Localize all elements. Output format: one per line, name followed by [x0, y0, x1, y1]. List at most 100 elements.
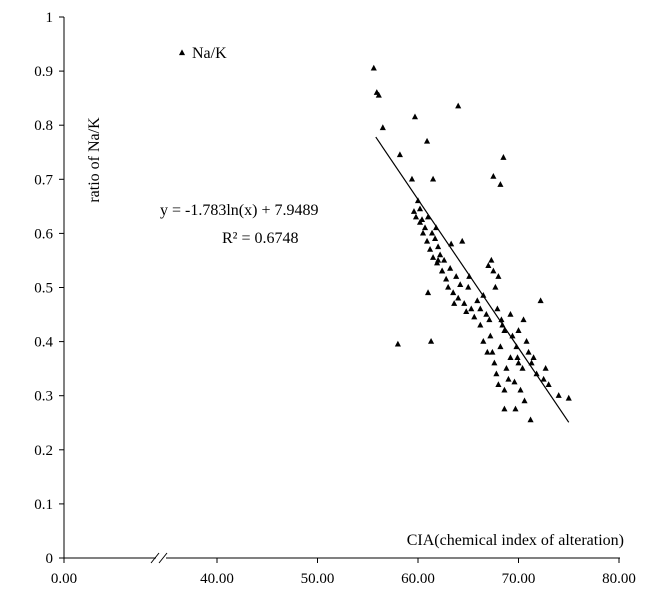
- data-point: [515, 327, 522, 333]
- data-point: [491, 359, 498, 366]
- data-point: [424, 213, 432, 220]
- data-point: [463, 308, 470, 315]
- data-point: [500, 154, 507, 160]
- data-point: [514, 354, 521, 360]
- data-point: [412, 213, 420, 220]
- data-point: [427, 246, 434, 252]
- y-tick-label: 0.6: [34, 226, 53, 242]
- data-point: [501, 327, 508, 333]
- data-point: [419, 229, 427, 236]
- y-tick-label: 1: [46, 10, 54, 26]
- x-tick-label: 50.00: [301, 571, 335, 587]
- data-point: [487, 332, 494, 339]
- y-tick-label: 0.8: [34, 118, 53, 134]
- x-tick-label: 60.00: [401, 571, 435, 587]
- data-point: [421, 224, 429, 231]
- data-point: [439, 267, 446, 274]
- data-point: [455, 294, 462, 301]
- data-point: [486, 316, 493, 323]
- data-point: [375, 91, 382, 98]
- data-point: [474, 297, 481, 304]
- data-point: [505, 375, 512, 382]
- data-point: [515, 359, 522, 366]
- data-point: [511, 378, 518, 385]
- data-point: [565, 394, 572, 401]
- data-point: [542, 365, 549, 371]
- data-point: [370, 64, 377, 71]
- y-tick-label: 0.3: [34, 389, 53, 405]
- x-tick-label: 40.00: [200, 571, 234, 587]
- data-point: [443, 275, 450, 282]
- data-point: [430, 175, 437, 182]
- data-point: [453, 273, 460, 279]
- data-point: [497, 343, 504, 350]
- data-point: [447, 264, 454, 271]
- data-point: [493, 370, 500, 377]
- data-point: [512, 405, 519, 412]
- data-point: [429, 229, 436, 236]
- data-points: [370, 64, 572, 423]
- data-point: [497, 181, 504, 187]
- data-point: [519, 365, 526, 371]
- data-point: [423, 137, 431, 144]
- data-point: [480, 338, 487, 344]
- x-ticks: 0.00 40.00 50.00 60.00 70.00 80.00: [51, 558, 636, 587]
- x-tick-label: 70.00: [502, 571, 536, 587]
- data-point: [459, 237, 466, 244]
- data-point: [517, 386, 524, 393]
- data-point: [477, 321, 484, 328]
- data-point: [471, 313, 478, 320]
- y-tick-label: 0: [46, 551, 54, 567]
- data-point: [495, 381, 502, 388]
- axis-break-marker: [150, 552, 168, 564]
- y-tick-label: 0.4: [34, 335, 53, 351]
- data-point: [423, 237, 431, 244]
- data-point: [528, 359, 535, 366]
- data-point: [416, 205, 424, 212]
- data-point: [545, 381, 552, 388]
- y-tick-label: 0.9: [34, 64, 53, 80]
- trendline-equation: y = -1.783ln(x) + 7.9489: [160, 202, 318, 219]
- data-point: [428, 338, 435, 344]
- data-point: [416, 218, 424, 225]
- data-point: [468, 305, 475, 312]
- data-point: [492, 283, 499, 290]
- x-tick-label: 80.00: [602, 571, 636, 587]
- data-point: [494, 305, 501, 312]
- data-point: [432, 235, 439, 241]
- data-point: [445, 283, 452, 290]
- data-point: [489, 348, 496, 355]
- data-point: [408, 175, 416, 182]
- data-point: [465, 283, 472, 290]
- trendline-r-squared: R² = 0.6748: [222, 230, 299, 247]
- data-point: [441, 256, 448, 263]
- data-point: [435, 243, 442, 250]
- data-point: [501, 386, 508, 393]
- data-point: [485, 262, 492, 269]
- data-point: [503, 365, 510, 371]
- data-point: [435, 256, 442, 263]
- data-point: [520, 316, 527, 323]
- data-point: [540, 375, 547, 382]
- y-ticks: 0 0.1 0.2 0.3 0.4 0.5 0.6 0.7 0.8 0.9 1: [34, 10, 64, 567]
- y-tick-label: 0.5: [34, 281, 53, 297]
- data-point: [451, 300, 458, 306]
- data-point: [430, 254, 437, 260]
- data-point: [533, 370, 540, 377]
- data-point: [455, 102, 462, 109]
- legend-marker-triangle: [178, 49, 186, 56]
- data-point: [483, 310, 490, 317]
- data-point: [448, 240, 455, 247]
- data-point: [457, 281, 464, 287]
- data-point: [537, 297, 544, 304]
- data-point: [437, 251, 444, 258]
- data-point: [424, 289, 432, 296]
- y-tick-label: 0.1: [34, 497, 53, 513]
- data-point: [521, 397, 528, 404]
- data-point: [530, 354, 537, 360]
- data-point: [507, 310, 514, 317]
- data-point: [461, 300, 468, 306]
- data-point: [525, 348, 532, 355]
- data-point: [480, 292, 487, 298]
- data-point: [490, 267, 497, 274]
